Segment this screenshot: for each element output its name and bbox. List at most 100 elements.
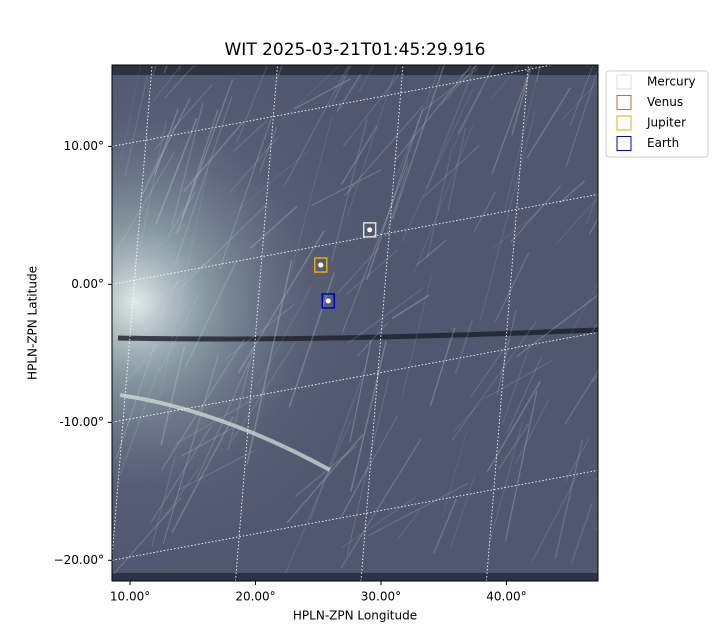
streak [514,398,550,465]
streak [276,65,283,80]
streak [422,145,480,198]
streak [526,87,571,159]
streak [531,475,578,562]
streak [452,406,476,433]
streak [470,340,511,398]
image-edge [112,65,598,75]
streak [227,346,255,450]
streak [294,445,357,498]
streak [246,260,293,464]
streak [433,499,457,554]
streak [350,340,387,492]
streak [336,73,362,113]
streak [309,367,367,520]
streaks [112,65,617,575]
streak [171,102,204,227]
streak [440,65,479,106]
streak [554,439,584,559]
streak [167,191,196,236]
streak [396,510,421,541]
streak [343,74,400,147]
streak [343,105,424,197]
streak [494,252,530,322]
streak [392,65,445,219]
streak [347,287,424,345]
streak [172,204,267,297]
legend-frame [605,70,709,158]
image [112,65,617,581]
chart-title: WIT 2025-03-21T01:45:29.916 [225,40,486,60]
streak [226,149,311,220]
streak [564,370,598,425]
streak [457,65,495,135]
streak [331,118,368,262]
streak [139,98,191,199]
planet-dot [318,262,324,268]
streak [236,65,269,143]
streak [249,206,298,249]
streak [147,124,177,181]
streak [163,65,168,74]
streak [119,365,161,475]
streak [231,341,297,442]
streak [162,354,219,545]
streak [340,438,422,569]
planet-dot [325,298,331,304]
image-glow [112,65,598,581]
y-tick-label: −20.00° [54,553,104,567]
streak [429,327,456,406]
streak [603,252,617,305]
streak [493,210,540,248]
streak [349,340,372,443]
grid-line [112,65,153,563]
streak [181,79,234,220]
streak [137,120,167,258]
streak [293,78,351,110]
legend-swatch [616,115,632,131]
planet-dot [367,227,373,233]
streak [589,216,598,235]
streak [595,526,598,531]
streak [228,136,279,194]
planet-marker [321,293,336,309]
streak [340,126,378,185]
streak [511,65,532,135]
streak [225,303,296,360]
legend-label: Earth [647,136,679,150]
streak [154,84,213,151]
streak [120,65,141,161]
legend-label: Mercury [647,75,696,89]
streak [564,438,590,482]
streak [341,465,369,516]
streak [426,65,476,189]
y-tick-label: 0.00° [71,277,104,291]
streak [569,65,594,127]
streak [423,68,479,111]
streak [256,286,312,388]
streak [160,346,186,446]
legend-label: Jupiter [646,116,686,130]
streak [394,65,473,161]
y-tick-label: 10.00° [64,139,104,153]
streak [281,65,341,120]
legend-label: Venus [647,95,683,109]
streak [232,120,268,152]
dark-band [117,327,598,342]
streak [115,343,156,459]
legend-swatch [616,74,632,90]
streak [173,95,233,269]
streak [510,185,562,243]
streak [219,119,272,270]
streak [506,356,542,434]
streak [368,483,469,536]
streak [237,230,325,374]
streak [416,239,447,266]
bright-arc [119,393,331,472]
streak [504,65,541,211]
streak [385,165,409,237]
grid-line [360,65,404,581]
streak [441,431,468,518]
streak [341,161,409,334]
streak [401,273,433,399]
